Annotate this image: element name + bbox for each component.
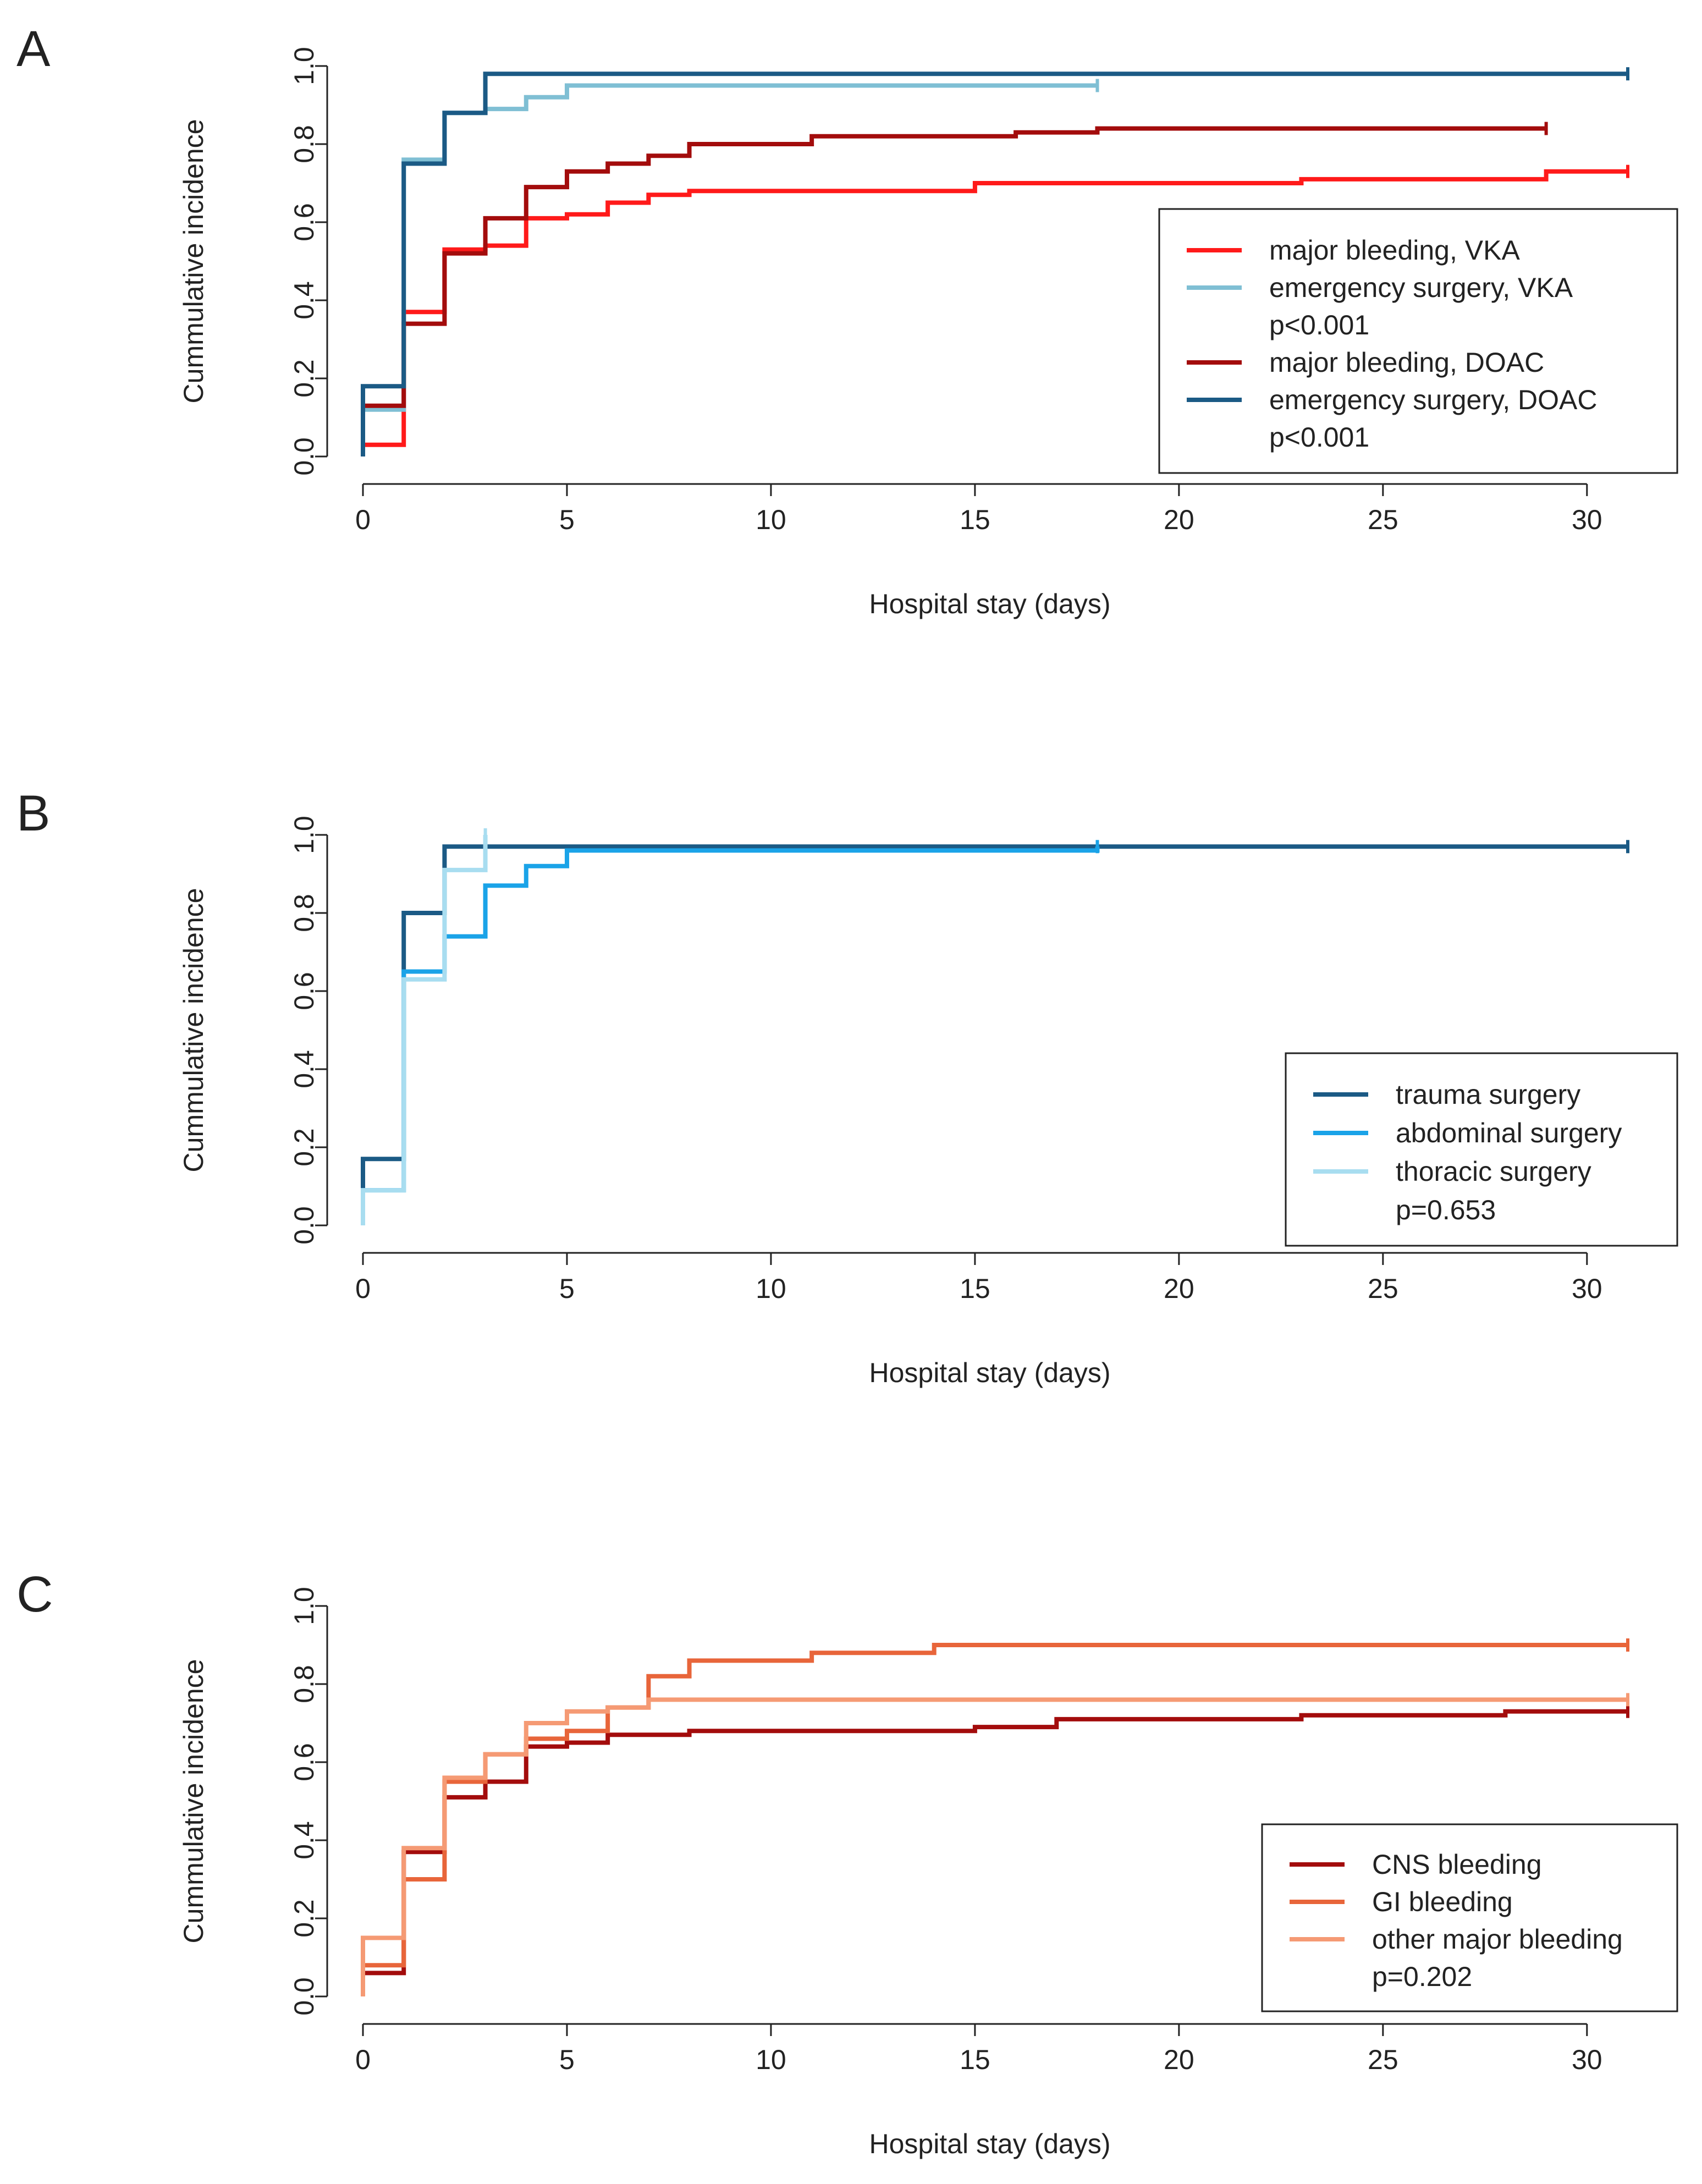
series-line-2: [361, 835, 488, 1225]
series-line-1: [361, 846, 1100, 1225]
x-tick-label: 0: [355, 1273, 371, 1304]
panel-letter: C: [16, 1566, 53, 1622]
x-tick-label: 30: [1572, 504, 1602, 535]
chart-panel-b: B 0.0 0.2 0.4 0.6 0.8 1.0 Cummulative incidence…: [16, 785, 1678, 1388]
y-tick-label: 0.2: [289, 1128, 320, 1167]
x-tick-label: 25: [1368, 1273, 1398, 1304]
x-tick-label: 10: [756, 504, 786, 535]
legend-box: [1158, 208, 1678, 474]
x-tick-label: 5: [559, 504, 575, 535]
y-tick-label: 1.0: [289, 816, 320, 854]
y-tick-label: 0.2: [289, 1899, 320, 1938]
y-tick-label: 0.4: [289, 281, 320, 320]
legend-label: emergency surgery, DOAC: [1269, 384, 1597, 415]
y-axis-title: Cummulative incidence: [178, 119, 209, 404]
y-tick-label: 0.0: [289, 437, 320, 476]
legend-label: thoracic surgery: [1396, 1156, 1591, 1187]
x-tick-label: 0: [355, 504, 371, 535]
legend-pvalue: p<0.001: [1269, 310, 1369, 340]
x-axis-title: Hospital stay (days): [869, 588, 1110, 619]
series-line-4: [361, 71, 1628, 456]
y-axis-title: Cummulative incidence: [178, 888, 209, 1173]
y-tick-label: 0.0: [289, 1977, 320, 2016]
y-tick-label: 0.6: [289, 1743, 320, 1781]
x-tick-label: 5: [559, 1273, 575, 1304]
panel-letter: A: [16, 21, 51, 77]
x-tick-label: 20: [1164, 1273, 1194, 1304]
x-tick-label: 30: [1572, 1273, 1602, 1304]
y-tick-label: 0.6: [289, 972, 320, 1010]
legend-box: [1261, 1823, 1678, 2012]
legend-label: abdominal surgery: [1396, 1118, 1622, 1148]
legend-label: trauma surgery: [1396, 1079, 1580, 1110]
x-tick-label: 15: [960, 504, 990, 535]
series-line-2: [361, 1697, 1628, 1996]
series-line-1: [361, 83, 1098, 456]
legend-label: major bleeding, DOAC: [1269, 347, 1544, 378]
y-tick-label: 0.2: [289, 359, 320, 398]
y-tick-label: 0.0: [289, 1206, 320, 1245]
series-line-0: [361, 844, 1628, 1225]
x-axis-title: Hospital stay (days): [869, 1357, 1110, 1388]
x-tick-label: 15: [960, 2044, 990, 2075]
y-tick-label: 0.8: [289, 894, 320, 932]
x-tick-label: 10: [756, 1273, 786, 1304]
y-tick-label: 1.0: [289, 47, 320, 85]
series-line-1: [361, 1643, 1628, 1996]
x-tick-label: 20: [1164, 504, 1194, 535]
legend-pvalue: p<0.001: [1269, 422, 1369, 453]
y-tick-label: 0.4: [289, 1050, 320, 1088]
panel-letter: B: [16, 785, 50, 841]
x-tick-label: 20: [1164, 2044, 1194, 2075]
chart-panel-c: C 0.0 0.2 0.4 0.6 0.8 1.0 Cummulative incidence…: [16, 1566, 1678, 2159]
x-tick-label: 5: [559, 2044, 575, 2075]
y-tick-label: 0.4: [289, 1821, 320, 1860]
legend-label: emergency surgery, VKA: [1269, 272, 1573, 303]
legend-pvalue: p=0.202: [1372, 1961, 1472, 1992]
x-tick-label: 10: [756, 2044, 786, 2075]
legend-box: [1285, 1052, 1678, 1247]
legend-label: CNS bleeding: [1372, 1849, 1542, 1880]
legend-pvalue: p=0.653: [1396, 1195, 1496, 1225]
chart-panel-a: A 0.0 0.2 0.4 0.6 0.8 1.0 Cummulative incidence…: [16, 21, 1678, 619]
y-tick-label: 0.8: [289, 1665, 320, 1703]
y-tick-label: 0.6: [289, 203, 320, 241]
series-line-3: [361, 126, 1546, 456]
legend-label: major bleeding, VKA: [1269, 235, 1520, 266]
legend-label: other major bleeding: [1372, 1924, 1623, 1955]
y-axis-title: Cummulative incidence: [178, 1659, 209, 1944]
x-tick-label: 15: [960, 1273, 990, 1304]
x-tick-label: 25: [1368, 2044, 1398, 2075]
x-tick-label: 0: [355, 2044, 371, 2075]
x-axis-title: Hospital stay (days): [869, 2128, 1110, 2159]
y-tick-label: 0.8: [289, 125, 320, 163]
x-tick-label: 30: [1572, 2044, 1602, 2075]
x-tick-label: 25: [1368, 504, 1398, 535]
legend-label: GI bleeding: [1372, 1886, 1513, 1917]
y-tick-label: 1.0: [289, 1587, 320, 1625]
